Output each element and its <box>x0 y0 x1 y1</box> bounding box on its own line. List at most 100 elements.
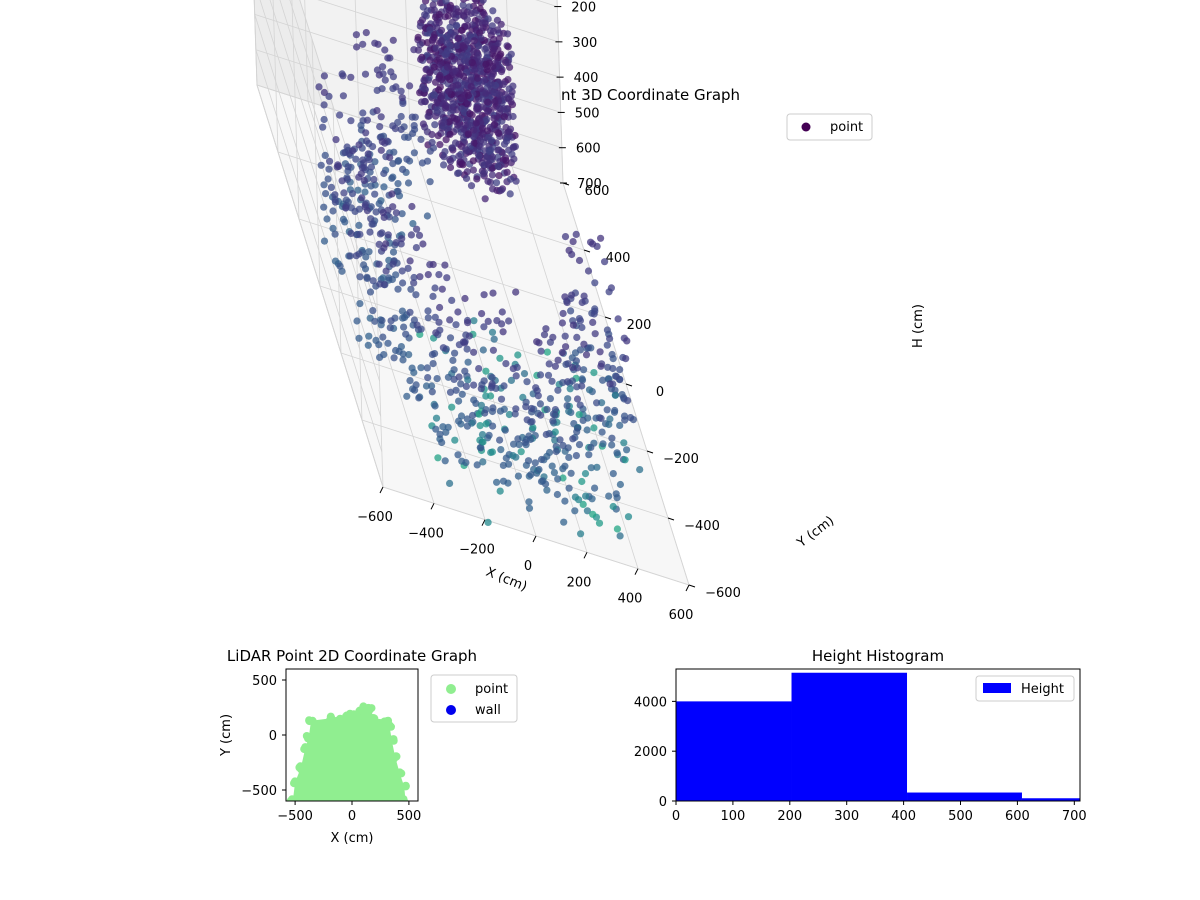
data-point-3d <box>611 406 619 415</box>
data-point-3d <box>470 317 478 325</box>
data-point-3d <box>612 490 620 498</box>
data-point-3d <box>404 133 412 141</box>
data-point-3d <box>463 345 471 353</box>
data-point-3d <box>605 492 613 500</box>
data-point-3d <box>484 127 492 135</box>
data-point-3d <box>463 415 471 423</box>
data-point-3d <box>476 5 484 13</box>
data-point-3d <box>410 273 418 282</box>
data-point-3d <box>578 323 586 332</box>
data-point-3d <box>320 88 328 97</box>
data-point-3d <box>553 490 562 499</box>
data-point-3d <box>534 392 542 400</box>
data-point-3d <box>406 257 414 265</box>
data-point-3d <box>412 244 420 252</box>
data-point-3d <box>551 436 559 444</box>
data-point-3d <box>408 364 416 372</box>
y-tick-label-3d: −600 <box>705 586 741 601</box>
data-point-3d <box>559 474 567 482</box>
data-point-3d <box>471 0 479 3</box>
data-point-3d <box>484 98 492 106</box>
legend-3d: point <box>786 113 873 141</box>
data-point-3d <box>614 315 622 323</box>
data-point-3d <box>331 230 339 238</box>
data-point-3d <box>426 69 434 77</box>
grid-line <box>299 0 376 241</box>
data-point-3d <box>355 141 363 149</box>
data-point-3d <box>362 129 370 137</box>
data-point-3d <box>585 451 593 459</box>
data-point-3d <box>392 271 400 279</box>
data-point-3d <box>459 1 467 9</box>
data-point-3d <box>376 123 384 131</box>
data-point-3d <box>433 106 441 114</box>
data-point-3d <box>476 142 484 150</box>
data-point-3d <box>480 291 488 299</box>
data-point-3d <box>603 341 611 349</box>
x-tick-mark-3d <box>379 486 384 494</box>
data-point-3d <box>410 149 418 157</box>
data-point-3d <box>470 37 478 45</box>
data-point-3d <box>464 319 472 327</box>
legend-2d: point wall <box>430 674 518 723</box>
data-point-3d <box>389 260 397 268</box>
data-point-3d <box>398 267 406 275</box>
data-point-3d <box>585 386 594 394</box>
x-tick-label-3d: 0 <box>524 559 532 574</box>
ticks-3d: −600 −400 −200 0 200 400 600 −600 −400 −200 0 200 40… <box>357 1 741 623</box>
data-point-3d <box>322 190 330 198</box>
data-point-3d <box>579 500 587 508</box>
data-point-3d <box>355 221 363 229</box>
data-point-3d <box>606 415 614 423</box>
data-point-3d <box>489 346 497 354</box>
data-point-3d <box>355 173 363 181</box>
data-point-3d <box>564 378 572 386</box>
data-point-3d <box>507 175 515 183</box>
data-point-3d <box>505 317 513 325</box>
data-point-3d <box>369 307 377 315</box>
histogram-bar <box>791 672 908 801</box>
y-tick-mark-3d <box>604 316 612 320</box>
data-point-3d <box>510 155 518 163</box>
data-point-3d <box>489 404 497 412</box>
data-point-3d <box>429 360 437 368</box>
data-point-3d <box>460 0 468 3</box>
data-point-3d <box>588 495 596 503</box>
data-point-3d <box>420 76 428 84</box>
data-point-3d <box>605 420 613 429</box>
data-point-3d <box>580 292 588 300</box>
data-point-3d <box>376 353 384 361</box>
data-point-2d <box>290 779 298 788</box>
data-point-3d <box>442 428 450 436</box>
data-point-3d <box>394 180 402 188</box>
data-point-3d <box>578 376 587 384</box>
legend-label-wall-2d: wall <box>475 703 501 718</box>
data-point-3d <box>536 400 545 408</box>
data-point-3d <box>464 358 472 366</box>
data-point-3d <box>485 431 493 439</box>
data-point-3d <box>463 22 472 30</box>
data-point-3d <box>417 135 425 143</box>
data-point-3d <box>503 105 511 113</box>
x-tick-label-histogram: 200 <box>777 809 802 824</box>
data-point-3d <box>320 237 329 245</box>
data-point-3d <box>446 163 455 172</box>
data-point-3d <box>446 388 455 396</box>
data-point-3d <box>504 59 512 67</box>
data-point-3d <box>502 454 510 462</box>
data-point-3d <box>424 374 432 382</box>
data-point-3d <box>531 459 539 467</box>
data-point-3d <box>443 39 451 47</box>
data-point-3d <box>472 399 480 407</box>
data-point-3d <box>502 360 510 368</box>
x-tick-label-3d: −400 <box>408 526 444 541</box>
data-point-3d <box>509 112 517 121</box>
data-point-3d <box>616 421 624 429</box>
data-point-3d <box>435 271 443 279</box>
data-point-3d <box>417 364 425 372</box>
data-point-3d <box>512 372 520 380</box>
data-point-3d <box>488 380 496 388</box>
data-point-3d <box>575 496 583 504</box>
data-point-3d <box>597 234 605 242</box>
data-point-3d <box>569 435 577 443</box>
